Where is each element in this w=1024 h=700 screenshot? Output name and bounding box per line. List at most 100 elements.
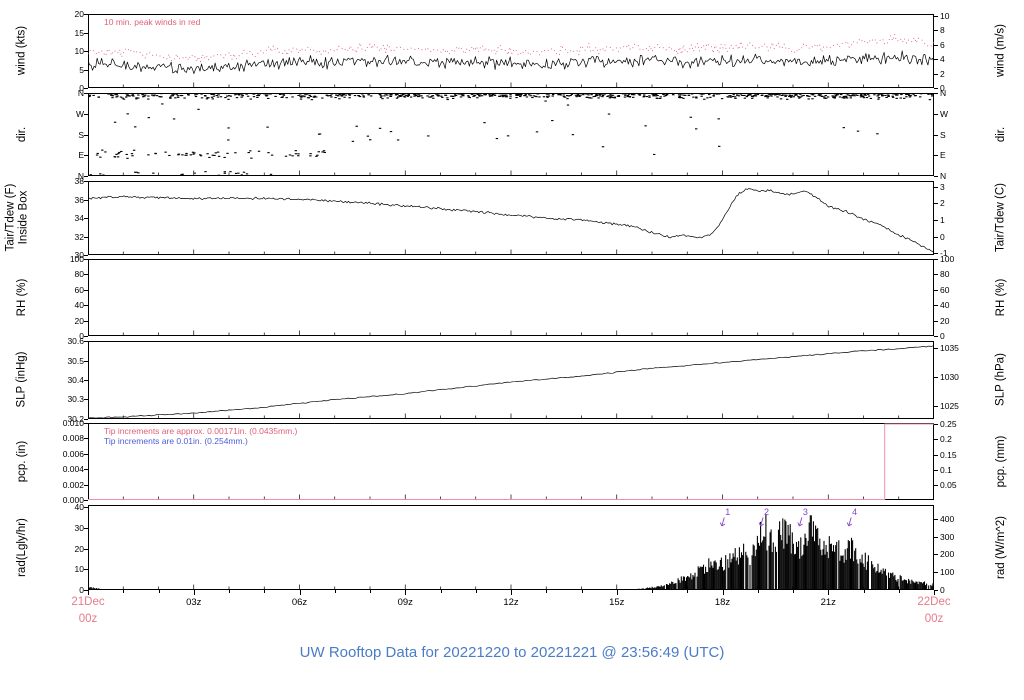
rh-right-tickmark: [934, 274, 938, 275]
x-axis: 03z 06z 09z 12z 15z 18z 21z: [0, 590, 1024, 612]
tair-left-axis-name: Tair/Tdew (F): [4, 183, 17, 252]
tair-left-tickmark: [84, 218, 88, 219]
dir-left-tick-label: E: [78, 150, 84, 160]
rad-right-tickmark: [934, 554, 938, 555]
x-axis-tickmark: [123, 590, 124, 593]
slp-right-tick-label: 1035: [940, 343, 959, 353]
x-axis-tickmark: [758, 590, 759, 593]
tair-left-tickmark: [84, 181, 88, 182]
pcp-plot-area: [88, 423, 934, 500]
dir-right-tickmark: [934, 176, 938, 177]
slp-left-tick-label: 30.4: [67, 375, 84, 385]
slp-right-tick-label: 1030: [940, 372, 959, 382]
x-end-date-label: 22Dec: [917, 596, 951, 608]
wind-right-tick-label: 4: [940, 54, 945, 64]
dir-right-tick-label: N: [940, 88, 947, 98]
wind-left-tickmark: [84, 51, 88, 52]
wind-left-tickmark: [84, 14, 88, 15]
pcp-left-tick-label: 0.000: [62, 495, 84, 505]
rad-event-marker-2: 2: [764, 507, 769, 517]
tair-right-tick-label: 0: [940, 232, 945, 242]
tair-right-tickmark: [934, 220, 938, 221]
wind-left-tick-label: 0: [79, 83, 84, 93]
rh-left-tick-label: 80: [74, 269, 84, 279]
tair-right-axis-name: Tair/Tdew (C): [994, 183, 1007, 253]
rad-right-tick-label: 0: [940, 585, 945, 595]
rh-plot-area: [88, 259, 934, 336]
x-axis-tick-label: 21z: [820, 597, 836, 608]
slp-left-axis-name: SLP (inHg): [15, 351, 28, 408]
tair-left-tickmark: [84, 237, 88, 238]
wind-right-axis-name: wind (m/s): [994, 23, 1007, 78]
rad-event-marker-1: 1: [725, 507, 730, 517]
rad-left-tickmark: [84, 549, 88, 550]
x-axis-tickmark: [723, 590, 724, 595]
slp-left-tickmark: [84, 399, 88, 400]
x-axis-tickmark: [405, 590, 406, 595]
x-axis-tickmark: [864, 590, 865, 593]
pcp-left-tickmark: [84, 469, 88, 470]
pcp-left-tick-label: 0.006: [62, 449, 84, 459]
pcp-right-tick-label: 0.1: [940, 465, 952, 475]
dir-left-tick-label: N: [77, 171, 84, 181]
rad-event-marker-4: 4: [852, 507, 857, 517]
rad-right-axis-name: rad (W/m^2): [994, 515, 1007, 579]
rh-right-tickmark: [934, 321, 938, 322]
panel-rh: 0 20 40 60 80 100 0 20 40 60 80 100 RH (%) RH (%): [0, 254, 1024, 341]
slp-left-tick-label: 30.5: [67, 356, 84, 366]
slp-left-tickmark: [84, 419, 88, 420]
pcp-left-tick-label: 0.004: [62, 464, 84, 474]
x-axis-tickmark: [335, 590, 336, 593]
rh-right-tick-label: 40: [940, 300, 950, 310]
rh-left-tickmark: [84, 274, 88, 275]
slp-right-tick-label: 1025: [940, 401, 959, 411]
panel-rad: 1 2 3 4 0 10 20 30 40 0 100 200 300 400 rad(Lgly/hr) ra…: [0, 502, 1024, 595]
pcp-annotation-2: Tip increments are 0.01in. (0.254mm.): [104, 436, 248, 446]
plot-title: UW Rooftop Data for 20221220 to 20221221…: [299, 644, 725, 661]
x-axis-tick-label: 09z: [397, 597, 413, 608]
rh-right-tick-label: 80: [940, 269, 950, 279]
rad-plot-area: 1 2 3 4: [88, 505, 934, 590]
x-start-time-label: 00z: [78, 613, 98, 625]
dir-left-tick-label: S: [78, 130, 84, 140]
x-axis-tickmark: [300, 590, 301, 595]
tair-plot-area: [88, 181, 934, 255]
dir-left-tick-label: W: [75, 109, 84, 119]
rad-right-tickmark: [934, 590, 938, 591]
pcp-right-tickmark: [934, 455, 938, 456]
pcp-right-tickmark: [934, 485, 938, 486]
x-axis-tickmark: [546, 590, 547, 593]
pcp-annotation-1: Tip increments are approx. 0.00171in. (0…: [104, 426, 298, 436]
dir-right-tickmark: [934, 114, 938, 115]
tair-left-tickmark: [84, 200, 88, 201]
rad-left-tick-label: 30: [74, 523, 84, 533]
wind-left-tick-label: 5: [79, 65, 84, 75]
wind-right-tickmark: [934, 30, 938, 31]
wind-right-tick-label: 2: [940, 69, 945, 79]
wind-right-tick-label: 8: [940, 25, 945, 35]
rh-right-tickmark: [934, 259, 938, 260]
tair-left-tick-label: 32: [74, 232, 84, 242]
x-axis-tickmark: [264, 590, 265, 593]
x-axis-tickmark: [828, 590, 829, 595]
slp-left-tick-label: 30.6: [67, 336, 84, 346]
x-axis-tickmark: [370, 590, 371, 593]
tair-right-tick-label: 3: [940, 182, 945, 192]
rad-left-tickmark: [84, 590, 88, 591]
rad-right-tick-label: 400: [940, 514, 955, 524]
wind-left-tick-label: 10: [74, 46, 84, 56]
pcp-right-axis-name: pcp. (mm): [994, 435, 1007, 487]
rad-right-tick-label: 100: [940, 567, 955, 577]
panel-pcp: 0.000 0.002 0.004 0.006 0.008 0.010 0.05 0.1 0.1…: [0, 418, 1024, 505]
rh-right-tick-label: 100: [940, 254, 955, 264]
x-end-time-label: 00z: [924, 613, 944, 625]
dir-right-tickmark: [934, 155, 938, 156]
rh-left-tickmark: [84, 290, 88, 291]
rh-left-tickmark: [84, 321, 88, 322]
dir-left-tickmark: [84, 114, 88, 115]
wind-right-tickmark: [934, 59, 938, 60]
x-axis-tick-label: 18z: [714, 597, 731, 608]
rh-left-tick-label: 0: [79, 331, 84, 341]
rad-right-tick-label: 300: [940, 532, 955, 542]
